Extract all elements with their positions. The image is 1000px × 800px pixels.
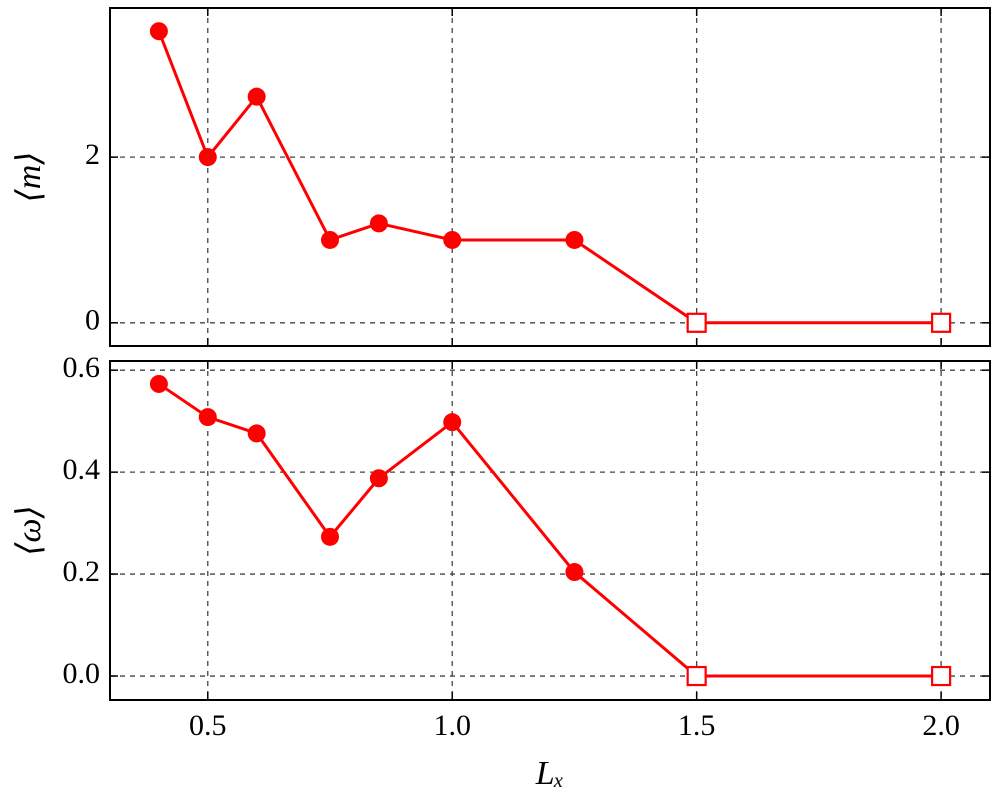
data-point xyxy=(321,527,339,546)
data-point xyxy=(247,87,266,106)
plot-frame xyxy=(109,7,991,347)
data-point xyxy=(321,230,339,249)
data-point xyxy=(931,312,952,333)
y-tick-label: 2 xyxy=(85,138,100,171)
x-axis-label: Lₓ xyxy=(535,755,565,792)
data-point xyxy=(686,665,707,687)
data-line xyxy=(158,382,942,678)
plot-frame xyxy=(109,360,991,701)
data-point xyxy=(369,469,388,488)
data-point xyxy=(149,374,168,393)
data-point xyxy=(565,563,584,582)
y-tick-label: 0 xyxy=(85,304,100,337)
data-point xyxy=(369,214,388,233)
data-point xyxy=(149,22,168,41)
y-tick-label: 0.6 xyxy=(63,351,101,384)
y-tick-label: 0.2 xyxy=(63,555,101,588)
x-tick-label: 1.5 xyxy=(678,709,716,742)
y-tick-label: 0.0 xyxy=(63,657,101,690)
data-point xyxy=(247,424,266,443)
y-axis-label: ⟨ω⟩ xyxy=(11,505,48,556)
data-point xyxy=(198,408,217,427)
data-line xyxy=(157,30,942,325)
data-point xyxy=(443,230,462,249)
data-point xyxy=(686,312,707,333)
y-axis-label: ⟨m⟩ xyxy=(11,151,48,202)
x-tick-label: 0.5 xyxy=(189,709,227,742)
data-point xyxy=(443,413,462,432)
y-tick-label: 0.4 xyxy=(63,453,101,486)
data-point xyxy=(931,665,952,687)
x-tick-label: 1.0 xyxy=(433,709,471,742)
data-point xyxy=(565,230,584,249)
data-point xyxy=(198,148,217,167)
x-tick-label: 2.0 xyxy=(922,709,960,742)
